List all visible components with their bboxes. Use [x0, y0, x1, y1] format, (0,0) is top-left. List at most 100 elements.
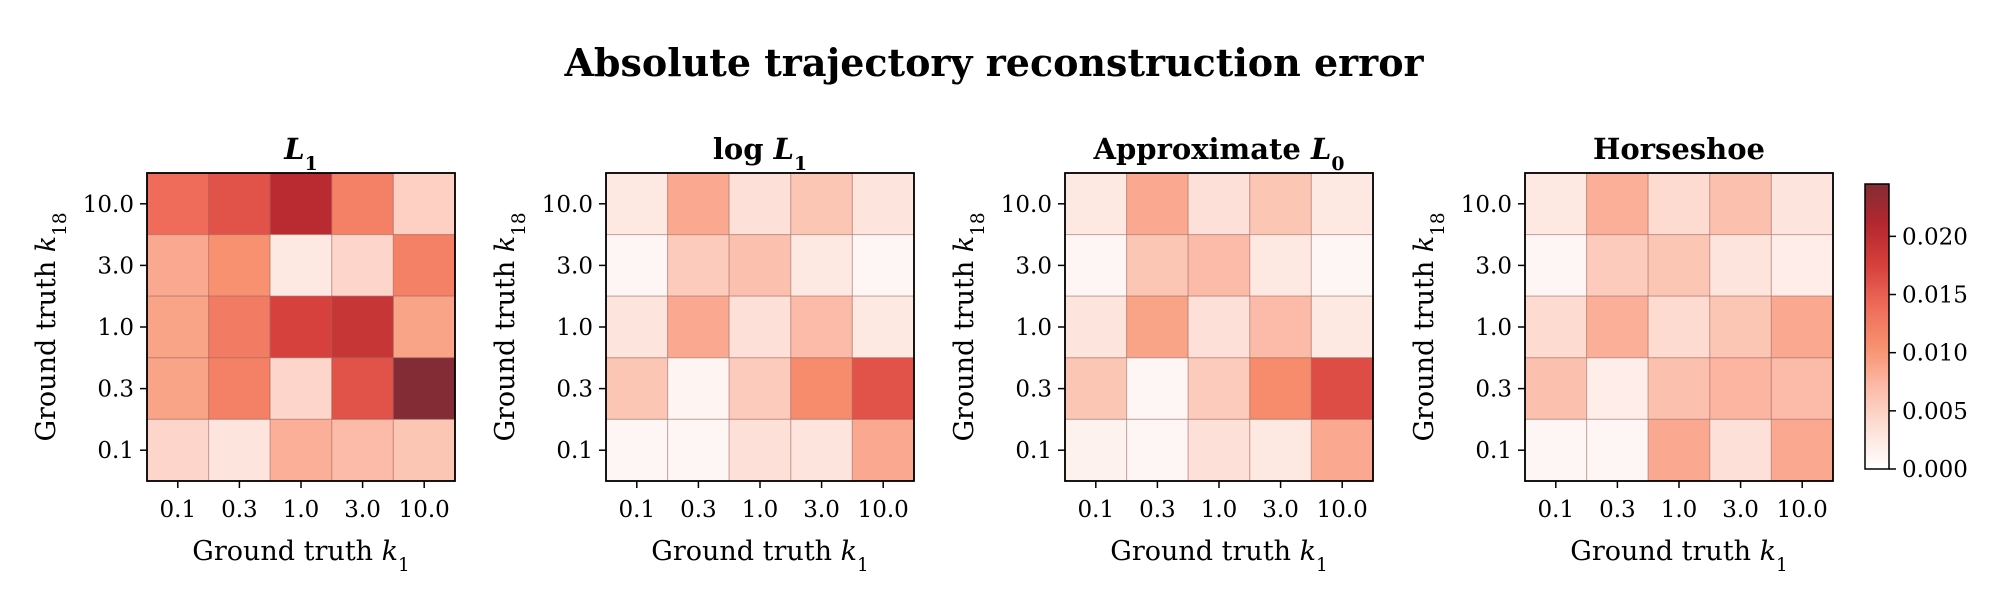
- x-tick-label: 0.3: [221, 497, 258, 523]
- heatmap-cell: [1709, 295, 1773, 359]
- heatmap-cell: [146, 234, 210, 297]
- heatmap-cell: [1187, 234, 1251, 297]
- heatmap-cell: [208, 295, 271, 359]
- x-axis-label: Ground truth k1: [1570, 536, 1787, 576]
- y-tick-label: 10.0: [1001, 192, 1052, 218]
- heatmap-cell: [1524, 418, 1588, 482]
- heatmap-panels: L1 0.1 0.3 1.0 3.0 10.0 10.0 3.0 1.0 0.3 0.1 Ground…: [31, 132, 1834, 576]
- heatmap-cell: [1187, 295, 1251, 359]
- x-tick-label: 10.0: [1777, 497, 1828, 523]
- panel-title: Horseshoe: [1593, 132, 1765, 166]
- y-tick-label: 0.3: [556, 377, 593, 403]
- heatmap-cell: [1709, 172, 1773, 236]
- heatmap-cell: [666, 357, 730, 420]
- heatmap-cell: [1187, 357, 1251, 420]
- heatmap-cell: [146, 357, 210, 420]
- x-tick-label: 1.0: [1661, 497, 1698, 523]
- heatmap-cell: [605, 357, 669, 420]
- heatmap-cell: [208, 357, 271, 420]
- heatmap-cell: [851, 172, 915, 236]
- heatmap-cell: [1125, 418, 1189, 482]
- heatmap-cell: [1770, 418, 1834, 482]
- heatmap-cell: [1647, 172, 1711, 236]
- heatmap-cell: [1647, 357, 1711, 420]
- heatmap-cell: [331, 172, 394, 236]
- heatmap-cell: [851, 357, 915, 420]
- heatmap-cell: [208, 418, 271, 482]
- heatmap-panel: log L1 0.1 0.3 1.0 3.0 10.0 10.0 3.0 1.0 0.3 0.1 Gr…: [490, 132, 915, 576]
- heatmap-cell: [1524, 234, 1588, 297]
- y-tick-label: 0.1: [1015, 438, 1052, 464]
- x-tick-label: 10.0: [858, 497, 909, 523]
- y-tick-label: 1.0: [97, 315, 134, 341]
- heatmap-cell: [1064, 418, 1128, 482]
- heatmap-cell: [1249, 295, 1313, 359]
- y-tick-label: 10.0: [83, 192, 134, 218]
- heatmap-cell: [605, 172, 669, 236]
- x-tick-label: 0.3: [680, 497, 717, 523]
- heatmap-cell: [728, 172, 792, 236]
- x-tick-label: 0.1: [160, 497, 197, 523]
- heatmap-cell: [392, 295, 456, 359]
- heatmap-cell: [728, 418, 792, 482]
- heatmap-cell: [666, 418, 730, 482]
- x-tick-label: 3.0: [1722, 497, 1759, 523]
- y-tick-label: 0.1: [97, 438, 134, 464]
- heatmap-cell: [851, 295, 915, 359]
- heatmap-cell: [146, 172, 210, 236]
- heatmap-cell: [331, 357, 394, 420]
- x-tick-label: 0.1: [619, 497, 656, 523]
- heatmap-cell: [392, 234, 456, 297]
- heatmap-cell: [1310, 357, 1374, 420]
- x-tick-label: 10.0: [399, 497, 450, 523]
- heatmap-cell: [1770, 357, 1834, 420]
- heatmap-cell: [1585, 418, 1649, 482]
- heatmap-cell: [1770, 295, 1834, 359]
- heatmap-cell: [1585, 234, 1649, 297]
- colorbar-tick-label: 0.015: [1902, 283, 1968, 309]
- x-tick-label: 1.0: [742, 497, 779, 523]
- x-tick-label: 0.3: [1599, 497, 1636, 523]
- heatmap-cell: [269, 234, 333, 297]
- panel-title: log L1: [713, 132, 807, 175]
- heatmap-cell: [1249, 418, 1313, 482]
- heatmap-cell: [1709, 234, 1773, 297]
- heatmap-cell: [1125, 357, 1189, 420]
- heatmap-cell: [605, 295, 669, 359]
- heatmap-cell: [666, 172, 730, 236]
- y-tick-label: 0.3: [1015, 377, 1052, 403]
- heatmap-cell: [1585, 357, 1649, 420]
- heatmap-cell: [269, 357, 333, 420]
- heatmap-cell: [1125, 172, 1189, 236]
- heatmap-cell: [790, 172, 853, 236]
- heatmap-cell: [1125, 234, 1189, 297]
- y-tick-label: 0.3: [97, 377, 134, 403]
- heatmap-cell: [1310, 234, 1374, 297]
- heatmap-cell: [728, 234, 792, 297]
- heatmap-cell: [851, 418, 915, 482]
- y-tick-label: 10.0: [542, 192, 593, 218]
- heatmap-cell: [1585, 172, 1649, 236]
- heatmap-cell: [1647, 234, 1711, 297]
- y-axis-label: Ground truth k18: [31, 212, 71, 441]
- heatmap-cell: [1647, 295, 1711, 359]
- y-tick-label: 0.3: [1475, 377, 1512, 403]
- heatmap-cell: [146, 418, 210, 482]
- x-tick-label: 0.3: [1139, 497, 1176, 523]
- x-tick-label: 1.0: [283, 497, 320, 523]
- heatmap-cell: [1310, 418, 1374, 482]
- heatmap-cell: [1064, 234, 1128, 297]
- heatmap-cell: [1310, 172, 1374, 236]
- heatmap-cell: [1770, 172, 1834, 236]
- heatmap-cell: [146, 295, 210, 359]
- heatmap-cell: [790, 295, 853, 359]
- y-axis-label: Ground truth k18: [949, 212, 989, 441]
- heatmap-cell: [790, 357, 853, 420]
- colorbar: 0.000 0.005 0.010 0.015 0.020: [1864, 183, 1968, 483]
- panel-title: L1: [283, 132, 318, 175]
- y-tick-label: 3.0: [1475, 253, 1512, 279]
- heatmap-cell: [1524, 172, 1588, 236]
- heatmap-cell: [331, 234, 394, 297]
- heatmap-cell: [1064, 172, 1128, 236]
